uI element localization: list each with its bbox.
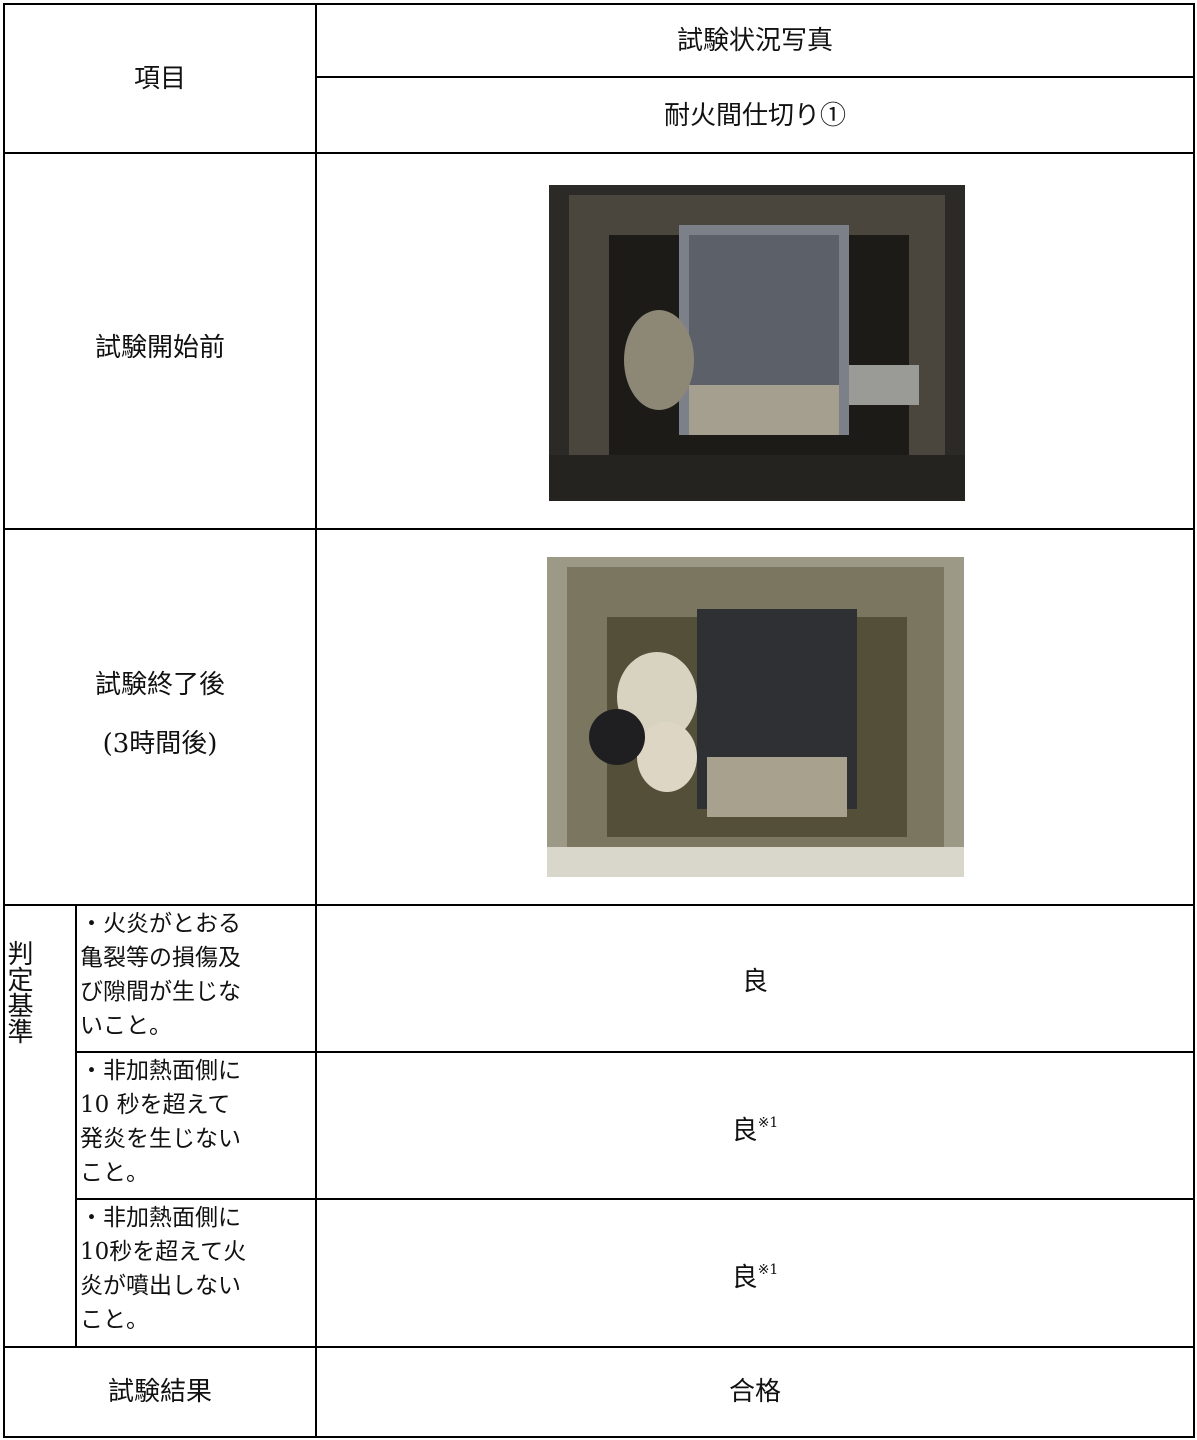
criteria-text: ・火炎がとおる 亀裂等の損傷及 び隙間が生じな いこと。	[80, 907, 312, 1043]
border	[3, 3, 1195, 5]
criteria-line: 亀裂等の損傷及	[80, 945, 241, 971]
border	[3, 1436, 1195, 1438]
photo-after	[547, 557, 964, 877]
border	[75, 1051, 1195, 1053]
border	[3, 1346, 1195, 1348]
header-specimen: 耐火間仕切り①	[663, 101, 846, 131]
criteria-line: ・非加熱面側に	[80, 1058, 241, 1084]
criteria-text: ・非加熱面側に 10 秒を超えて 発炎を生じない こと。	[80, 1054, 312, 1190]
result-note: ※1	[757, 1115, 779, 1131]
result-text: 良	[731, 1116, 758, 1146]
border	[315, 3, 317, 1438]
header-item: 項目	[133, 64, 186, 94]
border	[315, 76, 1195, 78]
border	[1193, 3, 1195, 1438]
border	[75, 904, 77, 1347]
criteria-label: 判定基準	[3, 940, 33, 1044]
criteria-line: こと。	[80, 1307, 149, 1333]
footer-label: 試験結果	[107, 1377, 212, 1407]
border	[3, 904, 1195, 906]
row-sublabel: (3時間後)	[102, 729, 218, 759]
row-label: 試験開始前	[94, 333, 225, 363]
row-label: 試験終了後	[94, 670, 225, 700]
criteria-line: こと。	[80, 1160, 149, 1186]
criteria-line: 炎が噴出しない	[80, 1273, 241, 1299]
criteria-result: 良※1	[317, 1116, 1193, 1144]
criteria-line: 10秒を超えて火	[80, 1239, 247, 1265]
photo-before	[549, 185, 965, 501]
footer-result: 合格	[728, 1377, 781, 1407]
criteria-line: ・火炎がとおる	[80, 911, 241, 937]
criteria-result: 良※1	[317, 1263, 1193, 1291]
border	[3, 528, 1195, 530]
criteria-text: ・非加熱面側に 10秒を超えて火 炎が噴出しない こと。	[80, 1201, 312, 1337]
result-note: ※1	[757, 1262, 779, 1278]
criteria-result: 良	[317, 969, 1193, 995]
border	[75, 1198, 1195, 1200]
result-text: 良	[731, 1263, 758, 1293]
criteria-line: いこと。	[80, 1013, 172, 1039]
border	[3, 152, 1195, 154]
header-photos: 試験状況写真	[676, 26, 833, 56]
result-text: 良	[741, 967, 768, 997]
criteria-line: び隙間が生じな	[80, 979, 241, 1005]
border	[3, 3, 5, 1438]
criteria-line: 発炎を生じない	[80, 1126, 241, 1152]
criteria-line: 10 秒を超えて	[80, 1092, 231, 1118]
criteria-line: ・非加熱面側に	[80, 1205, 241, 1231]
